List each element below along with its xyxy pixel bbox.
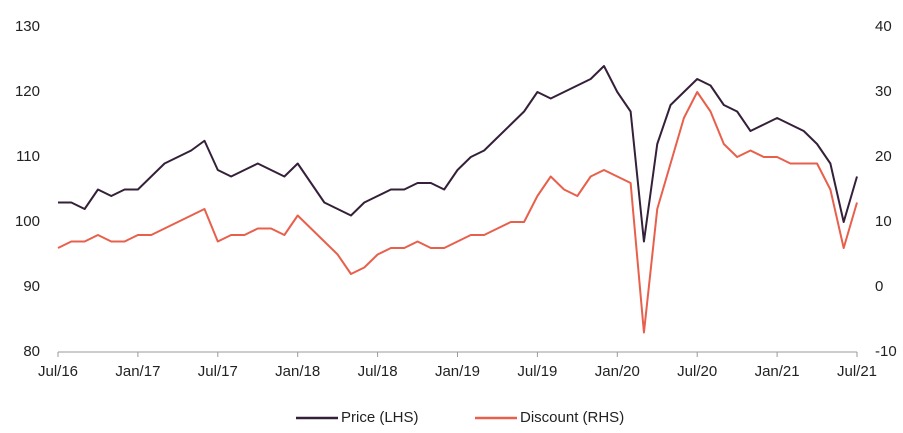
legend-label: Discount (RHS) [520, 409, 624, 426]
x-tick-label: Jan/18 [275, 363, 320, 380]
x-tick-label: Jul/18 [358, 363, 398, 380]
x-tick-label: Jan/20 [595, 363, 640, 380]
x-tick-label: Jan/17 [115, 363, 160, 380]
y2-tick-label: 0 [875, 278, 883, 295]
y-tick-label: 120 [15, 83, 40, 100]
legend-label: Price (LHS) [341, 409, 419, 426]
x-tick-label: Jan/19 [435, 363, 480, 380]
y2-tick-label: -10 [875, 343, 897, 360]
x-tick-label: Jan/21 [755, 363, 800, 380]
y-tick-label: 80 [23, 343, 40, 360]
line [57, 91, 858, 334]
x-tick-label: Jul/17 [198, 363, 238, 380]
y2-tick-label: 30 [875, 83, 892, 100]
y2-tick-label: 10 [875, 213, 892, 230]
x-tick-label: Jul/21 [837, 363, 877, 380]
x-tick-label: Jul/16 [38, 363, 78, 380]
y-tick-label: 130 [15, 18, 40, 35]
x-tick-label: Jul/19 [517, 363, 557, 380]
y2-tick-label: 40 [875, 18, 892, 35]
y-tick-label: 110 [16, 148, 40, 165]
y2-tick-label: 20 [875, 148, 892, 165]
y-tick-label: 100 [15, 213, 40, 230]
y-tick-label: 90 [23, 278, 40, 295]
line [58, 65, 858, 243]
x-tick-label: Jul/20 [677, 363, 717, 380]
